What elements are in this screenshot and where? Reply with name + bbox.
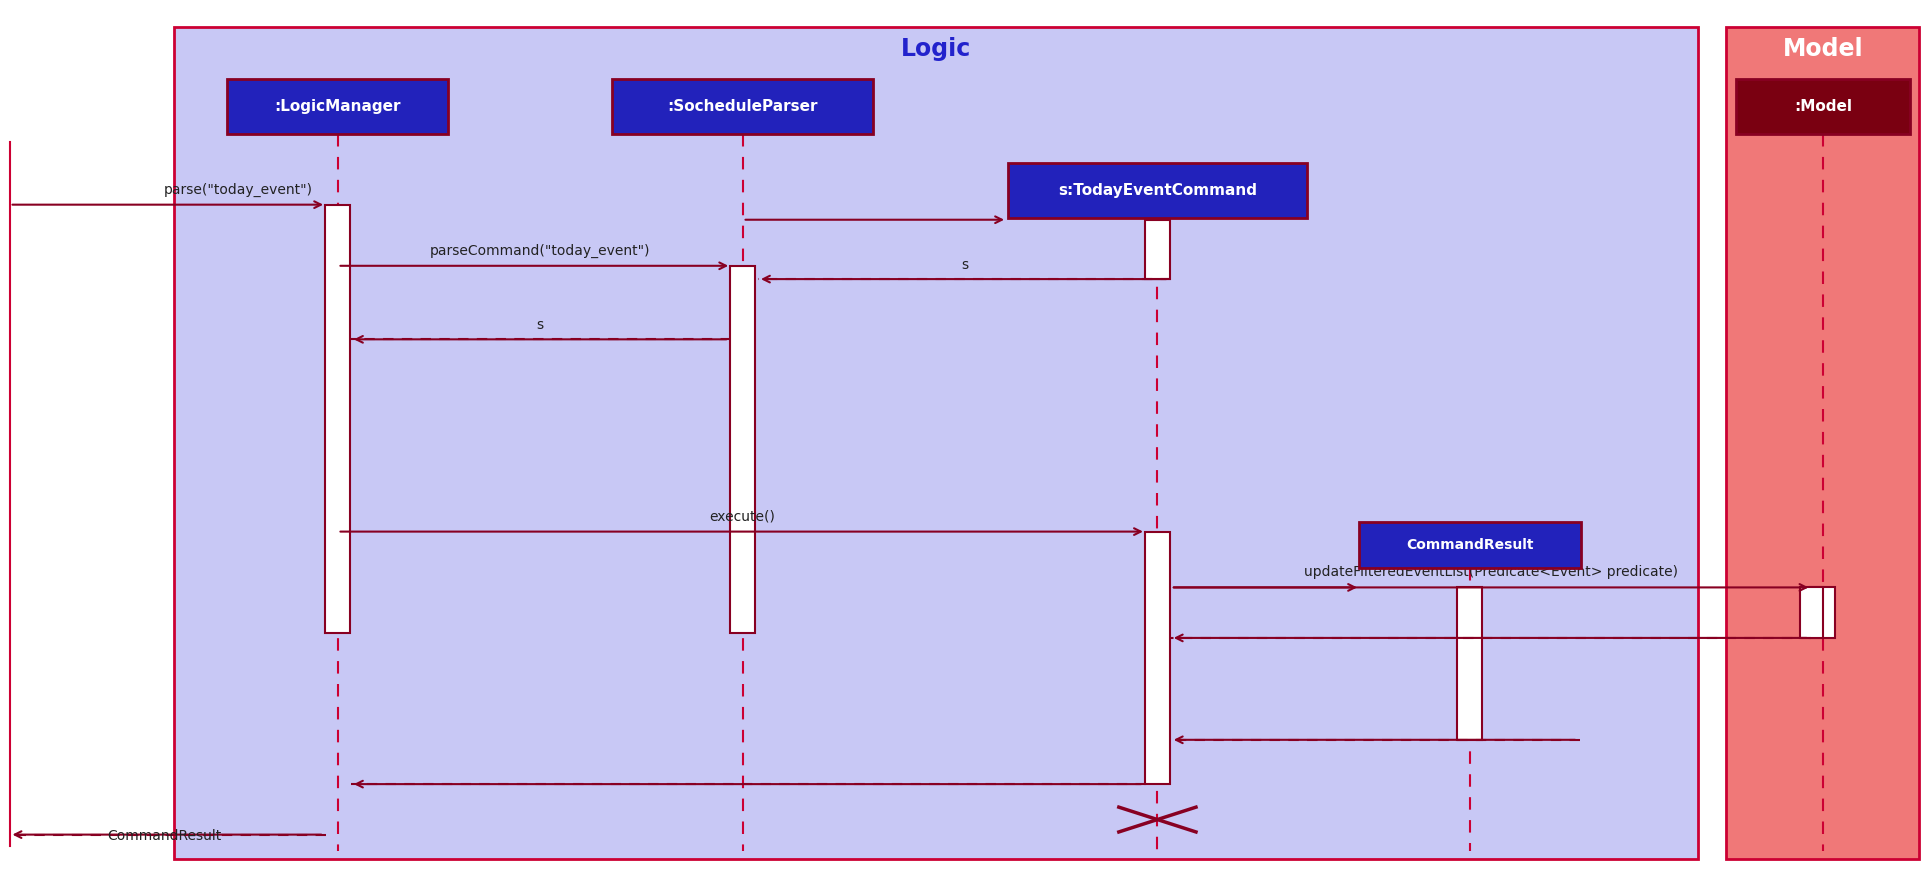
Text: s: s bbox=[961, 258, 968, 272]
FancyBboxPatch shape bbox=[174, 27, 1698, 859]
FancyBboxPatch shape bbox=[1146, 220, 1169, 279]
FancyBboxPatch shape bbox=[1358, 522, 1582, 568]
FancyBboxPatch shape bbox=[1809, 587, 1836, 638]
Text: s: s bbox=[536, 318, 544, 332]
Text: :SocheduleParser: :SocheduleParser bbox=[667, 99, 818, 113]
Text: parseCommand("today_event"): parseCommand("today_event") bbox=[430, 244, 650, 258]
FancyBboxPatch shape bbox=[1007, 163, 1308, 218]
Text: :LogicManager: :LogicManager bbox=[274, 99, 401, 113]
Text: execute(): execute() bbox=[710, 509, 775, 524]
Text: updateFilteredEventList(Predicate<Event> predicate): updateFilteredEventList(Predicate<Event>… bbox=[1304, 565, 1678, 579]
Text: CommandResult: CommandResult bbox=[106, 829, 222, 843]
FancyBboxPatch shape bbox=[613, 79, 872, 134]
Text: parse("today_event"): parse("today_event") bbox=[164, 183, 312, 197]
FancyBboxPatch shape bbox=[1726, 27, 1919, 859]
Text: s:TodayEventCommand: s:TodayEventCommand bbox=[1057, 183, 1258, 198]
FancyBboxPatch shape bbox=[228, 79, 448, 134]
FancyBboxPatch shape bbox=[1146, 532, 1169, 784]
Text: Model: Model bbox=[1782, 36, 1863, 61]
Text: :Model: :Model bbox=[1794, 99, 1852, 113]
FancyBboxPatch shape bbox=[1800, 587, 1823, 638]
FancyBboxPatch shape bbox=[1736, 79, 1910, 134]
FancyBboxPatch shape bbox=[1458, 587, 1483, 740]
Text: CommandResult: CommandResult bbox=[1406, 538, 1534, 552]
Text: Logic: Logic bbox=[901, 36, 970, 61]
FancyBboxPatch shape bbox=[729, 266, 756, 633]
FancyBboxPatch shape bbox=[324, 205, 351, 633]
